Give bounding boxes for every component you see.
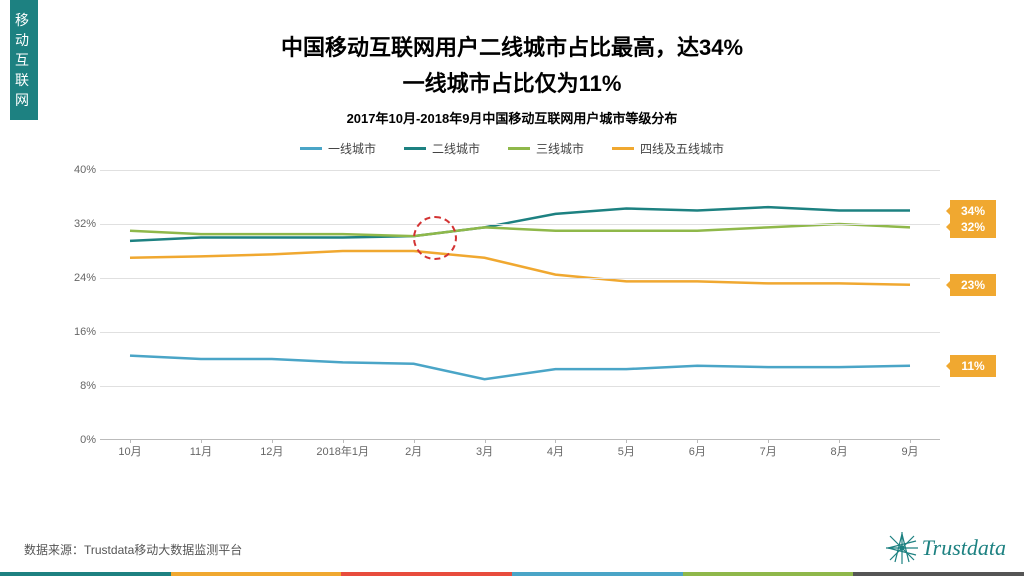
badge-arrow-icon — [940, 360, 952, 372]
legend-swatch — [300, 147, 322, 150]
series-line — [130, 251, 910, 285]
series-end-badge: 32% — [950, 216, 996, 238]
grid-line — [100, 170, 940, 171]
grid-line — [100, 386, 940, 387]
color-bar-segment — [341, 572, 512, 576]
x-tick — [414, 439, 415, 443]
x-tick — [839, 439, 840, 443]
logo-starburst-icon — [884, 530, 920, 566]
grid-line — [100, 332, 940, 333]
legend-swatch — [612, 147, 634, 150]
x-axis-label: 12月 — [260, 443, 283, 459]
x-tick — [697, 439, 698, 443]
data-source: 数据来源：Trustdata移动大数据监测平台 — [24, 541, 242, 558]
x-tick — [626, 439, 627, 443]
x-axis-label: 10月 — [118, 443, 141, 459]
color-bar-segment — [512, 572, 683, 576]
grid-line — [100, 278, 940, 279]
series-line — [130, 356, 910, 380]
x-axis-label: 9月 — [901, 443, 918, 459]
x-axis-label: 7月 — [760, 443, 777, 459]
x-axis-label: 4月 — [547, 443, 564, 459]
chart-legend: 一线城市 二线城市 三线城市 四线及五线城市 — [0, 140, 1024, 157]
x-axis-label: 2018年1月 — [316, 443, 369, 459]
legend-label: 二线城市 — [432, 140, 480, 157]
legend-swatch — [404, 147, 426, 150]
x-tick — [343, 439, 344, 443]
badge-arrow-icon — [940, 221, 952, 233]
y-axis-label: 40% — [62, 164, 96, 176]
color-bar-segment — [0, 572, 171, 576]
y-axis-label: 0% — [62, 434, 96, 446]
x-axis-label: 3月 — [476, 443, 493, 459]
x-tick — [485, 439, 486, 443]
legend-label: 四线及五线城市 — [640, 140, 724, 157]
series-end-badge: 11% — [950, 355, 996, 377]
logo-text: Trustdata — [922, 535, 1006, 561]
color-bar-segment — [853, 572, 1024, 576]
y-axis-label: 24% — [62, 272, 96, 284]
x-tick — [768, 439, 769, 443]
series-end-badge: 23% — [950, 274, 996, 296]
chart-subtitle: 2017年10月-2018年9月中国移动互联网用户城市等级分布 — [0, 108, 1024, 127]
series-line — [130, 224, 910, 236]
y-axis-label: 16% — [62, 326, 96, 338]
plot-area: 0%8%16%24%32%40%10月11月12月2018年1月2月3月4月5月… — [100, 170, 940, 440]
trustdata-logo: Trustdata — [884, 530, 1006, 566]
legend-label: 一线城市 — [328, 140, 376, 157]
y-axis-label: 8% — [62, 380, 96, 392]
x-axis-label: 5月 — [618, 443, 635, 459]
x-tick — [201, 439, 202, 443]
lines-svg — [100, 170, 940, 440]
x-axis-label: 11月 — [190, 443, 212, 459]
legend-item: 三线城市 — [508, 140, 584, 157]
badge-arrow-icon — [940, 205, 952, 217]
x-axis-label: 8月 — [831, 443, 848, 459]
x-axis-label: 2月 — [405, 443, 422, 459]
legend-item: 一线城市 — [300, 140, 376, 157]
x-axis-label: 6月 — [689, 443, 706, 459]
badge-arrow-icon — [940, 279, 952, 291]
title-line-2: 一线城市占比仅为11% — [0, 66, 1024, 98]
x-tick — [272, 439, 273, 443]
y-axis-label: 32% — [62, 218, 96, 230]
legend-swatch — [508, 147, 530, 150]
color-bar-segment — [171, 572, 342, 576]
grid-line — [100, 224, 940, 225]
legend-item: 四线及五线城市 — [612, 140, 724, 157]
legend-label: 三线城市 — [536, 140, 584, 157]
bottom-color-bar — [0, 572, 1024, 576]
x-tick — [910, 439, 911, 443]
highlight-circle — [413, 216, 457, 260]
chart-title: 中国移动互联网用户二线城市占比最高，达34% 一线城市占比仅为11% — [0, 30, 1024, 98]
legend-item: 二线城市 — [404, 140, 480, 157]
title-line-1: 中国移动互联网用户二线城市占比最高，达34% — [0, 30, 1024, 62]
x-tick — [555, 439, 556, 443]
x-tick — [130, 439, 131, 443]
line-chart: 0%8%16%24%32%40%10月11月12月2018年1月2月3月4月5月… — [60, 170, 940, 470]
color-bar-segment — [683, 572, 854, 576]
